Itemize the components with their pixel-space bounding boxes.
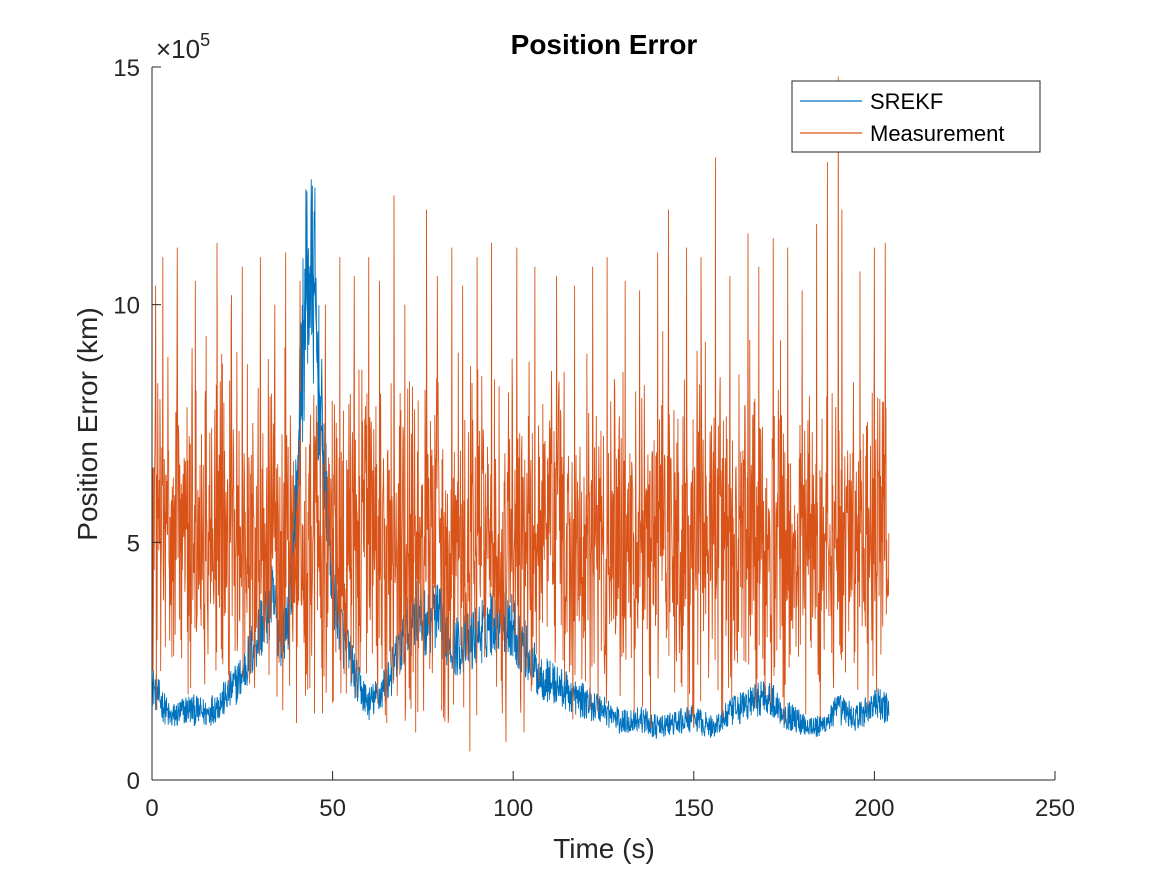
series-layer xyxy=(151,76,890,752)
plot-area xyxy=(152,67,1055,780)
y-tick-label: 10 xyxy=(113,293,140,320)
y-tick-label: 15 xyxy=(113,55,140,82)
x-axis-label: Time (s) xyxy=(553,833,655,864)
y-tick-label: 0 xyxy=(127,768,140,795)
y-multiplier: ×105 xyxy=(156,30,210,64)
x-tick-label: 150 xyxy=(674,795,714,822)
x-tick-label: 100 xyxy=(493,795,533,822)
y-axis-label: Position Error (km) xyxy=(72,307,103,540)
legend-label-measurement: Measurement xyxy=(870,121,1005,146)
legend-box xyxy=(791,80,1041,153)
y-tick-label: 5 xyxy=(127,530,140,557)
legend-label-srekf: SREKF xyxy=(870,89,943,114)
x-tick-label: 200 xyxy=(854,795,894,822)
chart-title: Position Error xyxy=(511,29,698,60)
legend: SREKF Measurement xyxy=(791,80,1041,153)
x-tick-label: 250 xyxy=(1035,795,1075,822)
series-line-srekf-peak xyxy=(292,267,326,554)
x-tick-label: 50 xyxy=(319,795,346,822)
x-tick-label: 0 xyxy=(145,795,158,822)
series-line-measurement xyxy=(151,76,890,752)
ticks-layer: 0 50 100 150 200 250 0 5 10 15 xyxy=(113,55,1075,822)
